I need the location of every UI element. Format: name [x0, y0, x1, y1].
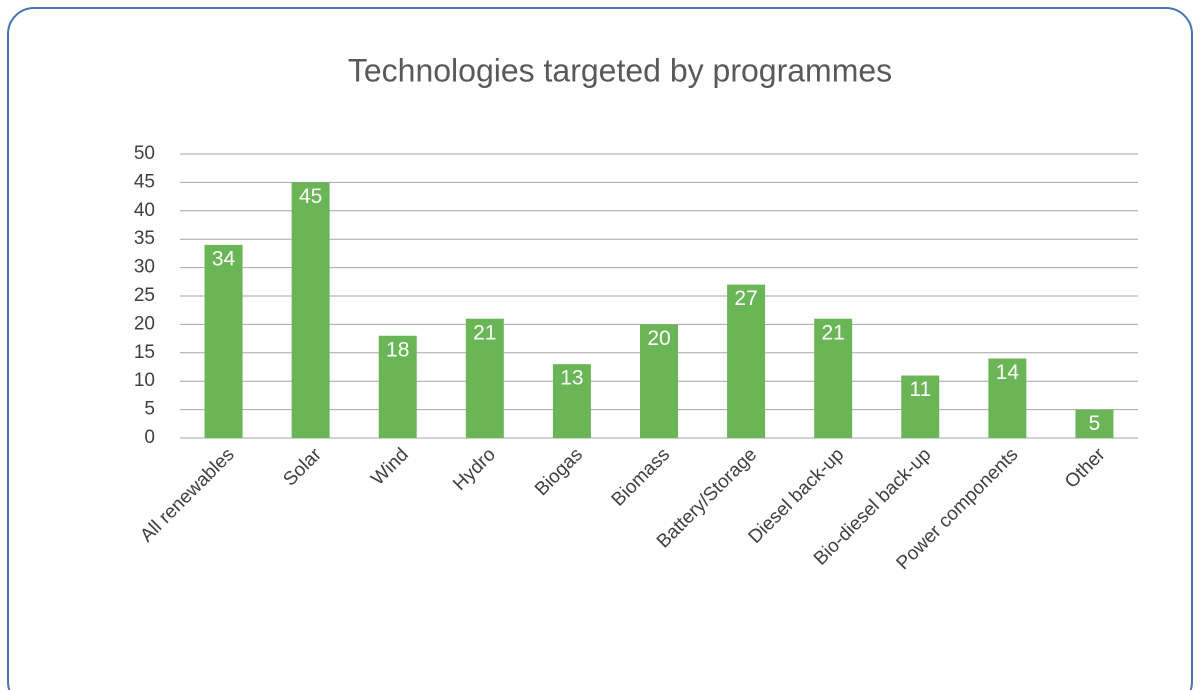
y-tick-label: 0	[144, 427, 155, 448]
y-tick-label: 50	[134, 143, 155, 164]
value-label: 11	[909, 378, 931, 401]
y-tick-label: 15	[134, 342, 155, 363]
bar	[901, 375, 940, 438]
value-label: 21	[473, 321, 496, 344]
chart-frame	[7, 7, 1193, 690]
bar	[552, 364, 591, 438]
bar	[378, 335, 417, 438]
value-label: 13	[560, 367, 583, 390]
y-tick-label: 25	[134, 285, 155, 306]
bar	[465, 318, 504, 438]
bar	[814, 318, 853, 438]
value-label: 5	[1089, 412, 1101, 435]
value-label: 34	[212, 247, 236, 270]
chart-title: Technologies targeted by programmes	[348, 52, 892, 88]
y-tick-label: 35	[134, 228, 155, 249]
value-label: 27	[734, 287, 757, 310]
bar	[204, 244, 243, 438]
y-tick-label: 40	[134, 200, 155, 221]
bar	[727, 284, 766, 438]
value-label: 14	[996, 361, 1020, 384]
value-label: 45	[299, 185, 322, 208]
y-tick-label: 5	[144, 399, 155, 420]
y-tick-label: 20	[134, 313, 155, 334]
value-label: 20	[647, 327, 670, 350]
y-tick-label: 45	[134, 171, 155, 192]
bar	[988, 358, 1027, 438]
bar	[1075, 409, 1114, 438]
y-tick-label: 30	[134, 257, 155, 278]
bar	[291, 182, 330, 438]
value-label: 21	[822, 321, 845, 344]
value-label: 18	[386, 338, 409, 361]
bar	[640, 324, 678, 438]
y-tick-label: 10	[134, 370, 155, 391]
